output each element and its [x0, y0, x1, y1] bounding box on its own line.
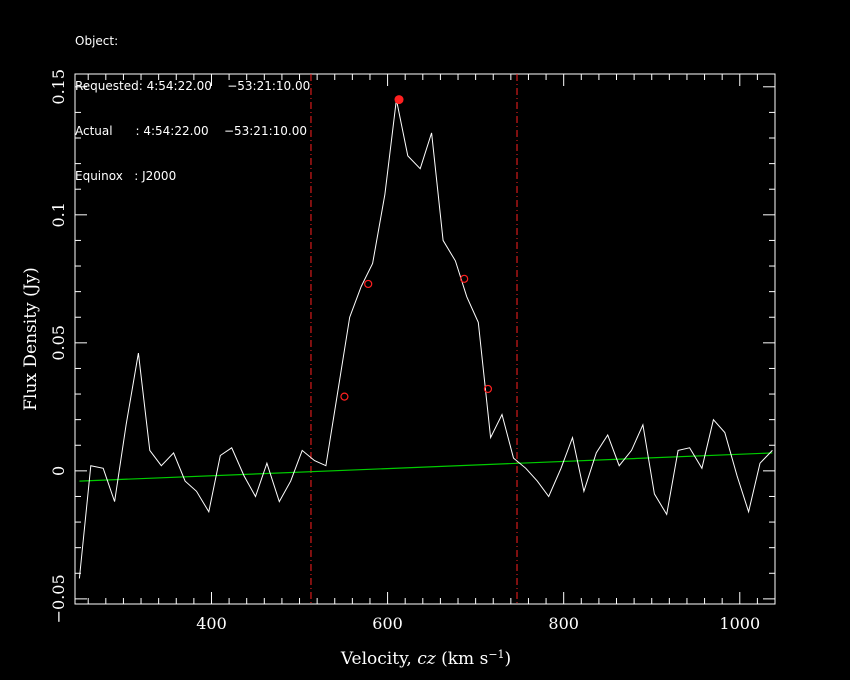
x-axis-label-exponent: −1 [488, 648, 504, 661]
x-tick-label: 800 [548, 614, 579, 633]
x-axis-label-unit: (km s [436, 649, 489, 669]
spectrum-group [78, 99, 773, 579]
x-tick-label: 400 [196, 614, 227, 633]
y-tick-label: 0.1 [49, 202, 68, 227]
baseline-group [79, 452, 773, 482]
x-axis-label: Velocity, cz (km s−1) [340, 648, 511, 669]
width-marker [460, 274, 469, 283]
y-tick-label: −0.05 [49, 574, 68, 623]
width-marker [483, 384, 493, 394]
equinox-line: Equinox : J2000 [75, 169, 177, 183]
y-tick-label: 0 [49, 466, 68, 476]
x-axis-label-main: Velocity, [340, 649, 417, 669]
baseline-fit-line [79, 452, 773, 482]
x-axis-label-cz: cz [417, 649, 437, 669]
x-tick-label: 600 [372, 614, 403, 633]
width-marker [364, 279, 373, 289]
object-line: Object: [75, 34, 119, 48]
y-tick-label: 0.15 [49, 69, 68, 105]
peak-marker [394, 95, 404, 105]
object-header: Object: Requested: 4:54:22.00 −53:21:10.… [75, 4, 310, 199]
marker-group [340, 95, 493, 401]
width-marker [340, 392, 349, 401]
actual-coords-line: Actual : 4:54:22.00 −53:21:10.00 [75, 124, 307, 138]
x-tick-label: 1000 [719, 614, 760, 633]
axis-ticks: 400 600 800 1000 −0.05 0 0.05 0.1 0.15 [49, 69, 776, 633]
requested-coords-line: Requested: 4:54:22.00 −53:21:10.00 [75, 79, 311, 93]
y-tick-label: 0.05 [49, 325, 68, 361]
x-axis-label-close: ) [505, 649, 512, 669]
window-lines [310, 74, 518, 604]
y-axis-label: Flux Density (Jy) [21, 267, 41, 411]
plot-frame [74, 73, 776, 605]
spectrum-line [78, 99, 773, 579]
